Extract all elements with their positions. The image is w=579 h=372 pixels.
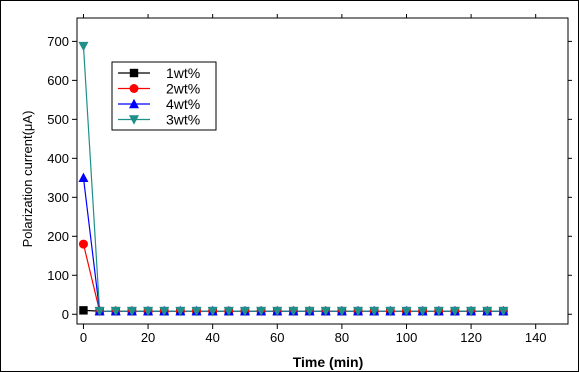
data-point [272, 306, 283, 317]
x-tick-label: 120 [460, 330, 482, 345]
data-point [110, 306, 121, 317]
data-point [143, 306, 154, 317]
data-point [498, 306, 509, 317]
legend-marker [129, 115, 139, 125]
data-point [79, 306, 88, 315]
data-point [466, 306, 477, 317]
legend-label: 3wt% [166, 112, 200, 128]
series-layer [78, 41, 509, 317]
data-point [175, 306, 186, 317]
data-point [385, 306, 396, 317]
data-point [288, 306, 299, 317]
y-axis-title: Polarization current(μA) [20, 111, 35, 248]
legend-label: 1wt% [166, 65, 200, 81]
legend-marker [129, 68, 139, 78]
data-point [320, 306, 331, 317]
axes: 0 20 40 60 80 100 120 140 0 100 200 300 400 500 600 700 [47, 14, 572, 345]
x-tick-label: 80 [335, 330, 349, 345]
data-point [336, 306, 347, 317]
y-tick-label: 500 [47, 112, 69, 127]
data-point [126, 306, 137, 317]
y-tick-label: 600 [47, 73, 69, 88]
data-point [94, 306, 105, 317]
x-tick-label: 40 [205, 330, 219, 345]
data-point [256, 306, 267, 317]
data-point [433, 306, 444, 317]
data-point [159, 306, 170, 317]
legend-label: 2wt% [166, 81, 200, 97]
data-point [78, 239, 88, 249]
data-point [482, 306, 493, 317]
x-tick-label: 20 [141, 330, 155, 345]
data-point [191, 306, 202, 317]
x-tick-label: 0 [80, 330, 87, 345]
legend: 1wt%2wt%4wt%3wt% [111, 61, 217, 131]
data-point [369, 306, 380, 317]
data-point [417, 306, 428, 317]
y-tick-label: 400 [47, 151, 69, 166]
legend-marker [129, 98, 139, 109]
data-point [304, 306, 315, 317]
data-point [239, 306, 250, 317]
x-tick-label: 100 [396, 330, 418, 345]
y-tick-label: 100 [47, 268, 69, 283]
data-point [207, 306, 218, 317]
data-point [401, 306, 412, 317]
y-tick-label: 700 [47, 34, 69, 49]
y-tick-label: 300 [47, 190, 69, 205]
data-point [353, 306, 364, 317]
data-point [449, 306, 460, 317]
y-tick-label: 200 [47, 229, 69, 244]
data-point [78, 41, 89, 52]
x-axis-title: Time (min) [293, 354, 364, 370]
data-point [223, 306, 234, 317]
data-point [78, 172, 89, 183]
plot-frame [76, 17, 569, 325]
y-tick-label: 0 [62, 307, 69, 322]
legend-label: 4wt% [166, 96, 200, 112]
legend-marker [129, 84, 139, 93]
x-tick-label: 140 [525, 330, 547, 345]
x-tick-label: 60 [270, 330, 284, 345]
